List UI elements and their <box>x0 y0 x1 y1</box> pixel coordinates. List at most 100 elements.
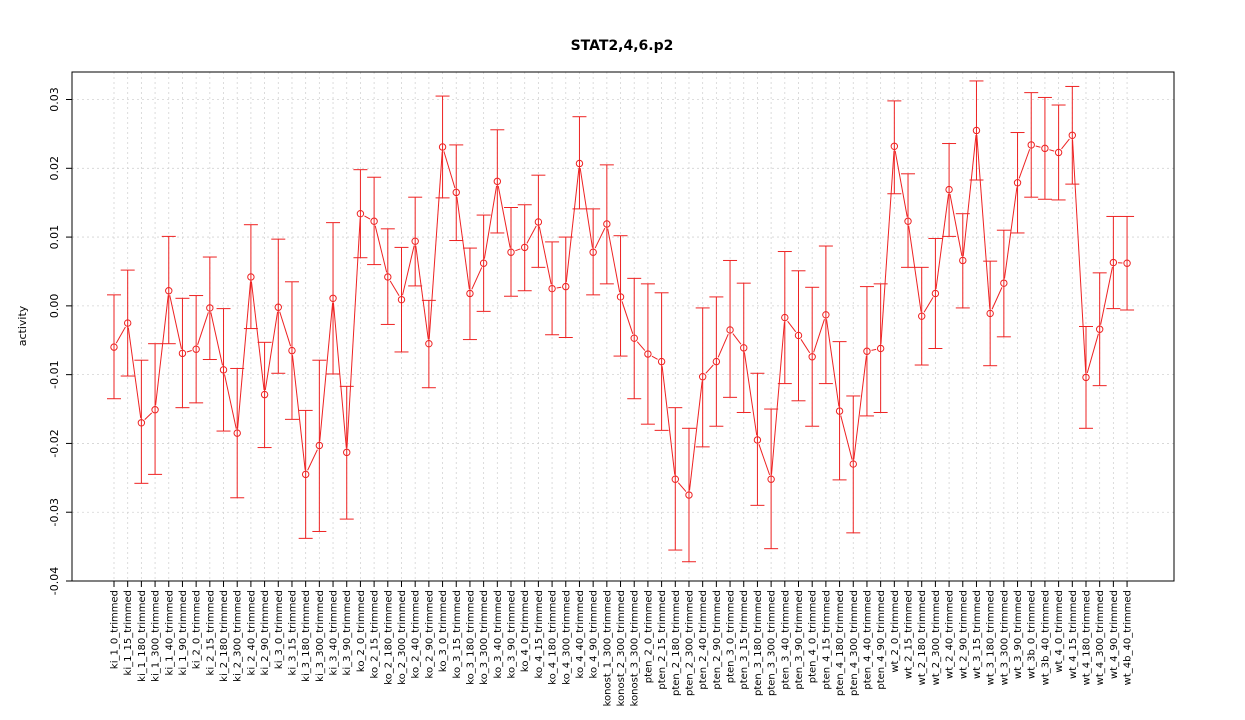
data-point-11 <box>260 390 269 399</box>
line-segment-42 <box>689 381 703 491</box>
y-tick-label-0: -0.04 <box>48 567 61 595</box>
data-point-3 <box>151 406 159 414</box>
data-point-66 <box>1013 179 1022 187</box>
line-segment-15 <box>319 302 334 441</box>
data-point-61 <box>945 185 953 194</box>
data-point-68 <box>1041 144 1049 153</box>
x-tick-label-74: wt_4b_40_trimmed <box>1123 590 1134 685</box>
data-point-18 <box>356 209 365 218</box>
line-segment-28 <box>497 185 511 248</box>
line-segment-4 <box>169 295 182 349</box>
line-segment-12 <box>279 311 292 347</box>
data-point-69 <box>1054 148 1063 157</box>
data-point-14 <box>301 470 310 479</box>
x-tick-label-43: pten_2_40_trimmed <box>698 590 709 690</box>
line-segment-22 <box>415 245 429 340</box>
line-segment-44 <box>717 333 729 358</box>
x-tick-label-56: pten_4_90_trimmed <box>876 590 887 690</box>
x-tick-label-30: ko_4_0_trimmed <box>520 590 531 672</box>
line-segment-60 <box>935 194 949 289</box>
data-point-57 <box>890 142 899 150</box>
x-tick-label-19: ko_2_15_trimmed <box>370 590 381 678</box>
data-point-73 <box>1109 258 1118 267</box>
data-point-60 <box>931 289 940 298</box>
x-tick-label-33: ko_4_300_trimmed <box>561 590 572 685</box>
y-tick-label-2: -0.02 <box>48 429 61 457</box>
line-segment-10 <box>250 281 265 391</box>
line-segment-53 <box>840 415 853 460</box>
data-point-65 <box>1000 279 1008 287</box>
line-segment-26 <box>471 267 483 290</box>
data-point-50 <box>794 331 803 340</box>
x-tick-label-53: pten_4_180_trimmed <box>835 590 846 696</box>
data-point-64 <box>986 309 994 318</box>
line-segment-48 <box>771 322 785 475</box>
line-segment-51 <box>813 319 825 353</box>
y-tick-label-3: -0.01 <box>48 360 61 388</box>
data-point-74 <box>1123 259 1131 267</box>
line-segment-67 <box>1035 145 1041 148</box>
line-segment-34 <box>579 167 593 248</box>
data-point-48 <box>767 475 775 483</box>
line-segment-41 <box>677 482 687 492</box>
line-segment-9 <box>237 281 251 429</box>
data-point-19 <box>370 217 378 225</box>
x-tick-label-60: wt_2_300_trimmed <box>931 590 942 685</box>
x-tick-label-29: ko_3_90_trimmed <box>507 590 518 678</box>
x-tick-label-0: ki_1_0_trimmed <box>110 590 121 669</box>
error-bars <box>107 80 1135 563</box>
data-point-45 <box>726 326 734 334</box>
line-segment-47 <box>758 444 771 476</box>
x-tick-label-15: ki_3_300_trimmed <box>315 590 326 682</box>
line-segment-0 <box>115 326 126 344</box>
x-tick-label-41: pten_2_180_trimmed <box>671 590 682 696</box>
x-tick-label-46: pten_3_15_trimmed <box>739 590 750 690</box>
y-tick-label-7: 0.03 <box>48 87 61 112</box>
x-tick-label-71: wt_4_180_trimmed <box>1081 590 1092 685</box>
x-tick-label-57: wt_2_0_trimmed <box>890 590 901 673</box>
data-point-15 <box>315 441 324 450</box>
data-points <box>110 126 1131 499</box>
line-segment-58 <box>908 225 922 312</box>
x-tick-label-64: wt_3_180_trimmed <box>986 590 997 685</box>
data-point-29 <box>507 248 515 256</box>
data-point-36 <box>603 220 611 228</box>
data-point-37 <box>616 293 625 301</box>
data-point-31 <box>534 218 543 226</box>
line-segment-7 <box>210 312 224 366</box>
data-point-5 <box>178 349 187 358</box>
data-point-49 <box>781 313 789 322</box>
x-tick-label-63: wt_3_15_trimmed <box>972 590 983 679</box>
data-point-41 <box>671 475 679 483</box>
data-point-35 <box>589 248 597 256</box>
line-segment-30 <box>526 225 537 244</box>
x-tick-label-23: ko_2_90_trimmed <box>424 590 435 678</box>
line-segment-27 <box>483 185 498 259</box>
x-tick-label-22: ko_2_40_trimmed <box>411 590 422 678</box>
y-tick-label-1: -0.03 <box>48 498 61 526</box>
x-tick-label-4: ki_1_40_trimmed <box>164 590 175 675</box>
x-tick-label-17: ki_3_90_trimmed <box>342 590 353 675</box>
line-segment-45 <box>732 333 742 345</box>
data-point-8 <box>219 366 228 374</box>
line-segment-46 <box>743 352 758 436</box>
data-point-21 <box>397 295 406 304</box>
data-point-20 <box>384 273 392 281</box>
x-tick-label-27: ko_3_300_trimmed <box>479 590 490 685</box>
x-tick-label-62: wt_2_90_trimmed <box>958 590 969 679</box>
x-tick-label-6: ki_2_0_trimmed <box>192 590 203 669</box>
x-tick-label-52: pten_4_15_trimmed <box>821 590 832 690</box>
data-point-62 <box>959 256 967 265</box>
line-segment-49 <box>787 320 797 333</box>
x-tick-label-72: wt_4_300_trimmed <box>1095 590 1106 685</box>
line-segment-54 <box>853 355 867 460</box>
line-segment-19 <box>374 225 388 273</box>
line-segment-20 <box>389 280 400 296</box>
x-tick-label-42: pten_2_300_trimmed <box>684 590 695 696</box>
plot-frame <box>71 71 1175 582</box>
gridlines <box>72 72 1174 582</box>
line-segment-52 <box>826 319 840 407</box>
x-tick-label-68: wt_3b_40_trimmed <box>1040 590 1051 685</box>
x-tick-label-49: pten_3_40_trimmed <box>780 590 791 690</box>
data-point-24 <box>438 143 447 151</box>
